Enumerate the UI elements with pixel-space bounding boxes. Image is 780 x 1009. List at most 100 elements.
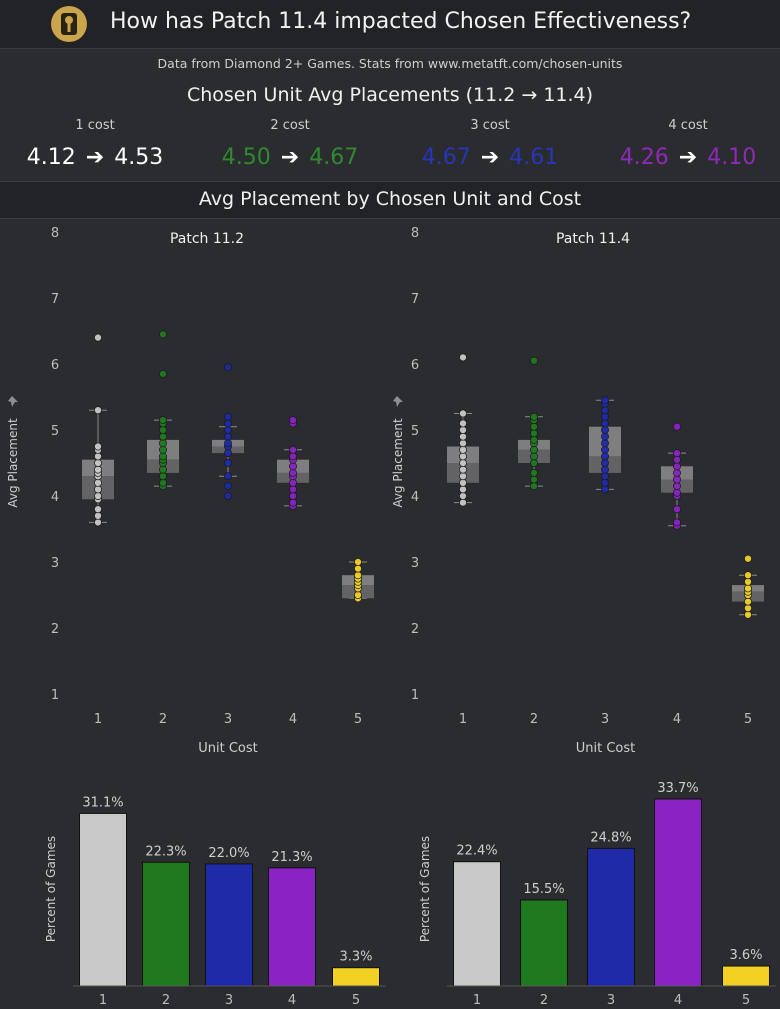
cost-label: 2 cost: [270, 118, 310, 133]
bar: [268, 867, 316, 987]
bar: [332, 967, 380, 987]
header-bar: How has Patch 11.4 impacted Chosen Effec…: [0, 0, 780, 49]
data-point: [458, 458, 467, 467]
data-point: [673, 422, 682, 431]
tft-tactician-icon: [51, 6, 87, 42]
cost-label: 1 cost: [75, 118, 115, 133]
data-point: [223, 472, 232, 481]
placement-after: 4.61: [509, 145, 559, 170]
cost-summary-3: 3 cost 4.67 ➔ 4.61: [395, 118, 585, 170]
data-point: [94, 485, 103, 494]
y-tick-label: 2: [51, 622, 59, 637]
data-point: [458, 472, 467, 481]
data-point: [673, 505, 682, 514]
data-point: [223, 363, 232, 372]
y-tick-label: 8: [51, 226, 59, 241]
y-tick-label: 4: [51, 490, 59, 505]
data-point: [601, 412, 610, 421]
data-point: [458, 425, 467, 434]
pin-icon: [393, 396, 403, 407]
data-source-note: Data from Diamond 2+ Games. Stats from w…: [157, 56, 623, 71]
data-point: [530, 468, 539, 477]
data-point: [94, 333, 103, 342]
placement-before: 4.12: [26, 145, 76, 170]
bar-value-label: 3.3%: [339, 950, 372, 965]
data-point: [158, 369, 167, 378]
data-point: [288, 498, 297, 507]
data-point: [601, 439, 610, 448]
data-point: [223, 482, 232, 491]
bar-value-label: 21.3%: [271, 850, 312, 865]
cost-summary-4: 4 cost 4.26 ➔ 4.10: [593, 118, 780, 170]
data-point: [601, 396, 610, 405]
data-point: [288, 491, 297, 500]
y-axis-label: Avg Placement: [391, 418, 405, 508]
summary-title: Chosen Unit Avg Placements (11.2 → 11.4): [186, 84, 594, 106]
bar: [587, 847, 635, 987]
y-tick-label: 4: [411, 490, 419, 505]
data-point: [744, 584, 753, 593]
x-tick-label: 5: [352, 993, 360, 1008]
arrow-right-icon: ➔: [678, 145, 698, 170]
data-point: [530, 435, 539, 444]
arrow-right-icon: ➔: [85, 145, 105, 170]
data-point: [223, 458, 232, 467]
data-point: [530, 412, 539, 421]
x-tick-label: 1: [99, 993, 107, 1008]
data-point: [288, 485, 297, 494]
data-point: [744, 577, 753, 586]
data-point: [288, 452, 297, 461]
data-point: [601, 419, 610, 428]
x-tick-label: 5: [744, 712, 752, 727]
x-tick-label: 1: [459, 712, 467, 727]
cost-label: 4 cost: [668, 118, 708, 133]
data-point: [601, 485, 610, 494]
data-point: [288, 478, 297, 487]
placement-before: 4.26: [619, 145, 669, 170]
data-point: [158, 425, 167, 434]
arrow-right-icon: ➔: [480, 145, 500, 170]
y-tick-label: 3: [51, 556, 59, 571]
x-tick-label: 4: [673, 712, 681, 727]
bar-value-label: 31.1%: [82, 795, 123, 810]
data-point: [158, 465, 167, 474]
data-point: [530, 445, 539, 454]
data-point: [601, 465, 610, 474]
y-tick-label: 6: [51, 358, 59, 373]
data-point: [94, 511, 103, 520]
data-point: [458, 491, 467, 500]
x-axis-label: Unit Cost: [576, 741, 636, 756]
y-tick-label: 1: [51, 688, 59, 703]
section-header: Avg Placement by Chosen Unit and Cost: [0, 181, 780, 219]
y-axis-label: Percent of Games: [44, 836, 58, 942]
data-point: [223, 432, 232, 441]
chart-title: Patch 11.2: [170, 231, 244, 247]
cost-summary-1: 1 cost 4.12 ➔ 4.53: [0, 118, 190, 170]
data-point: [673, 468, 682, 477]
x-tick-label: 5: [354, 712, 362, 727]
data-point: [458, 419, 467, 428]
y-axis-label: Avg Placement: [6, 418, 20, 508]
data-point: [530, 458, 539, 467]
bar-value-label: 22.0%: [208, 846, 249, 861]
data-point: [601, 445, 610, 454]
data-point: [353, 558, 362, 567]
bar: [654, 798, 702, 987]
data-point: [673, 455, 682, 464]
data-point: [94, 491, 103, 500]
data-point: [601, 458, 610, 467]
data-point: [458, 478, 467, 487]
x-tick-label: 1: [473, 993, 481, 1008]
data-point: [288, 468, 297, 477]
data-point: [458, 498, 467, 507]
data-point: [223, 425, 232, 434]
data-point: [744, 597, 753, 606]
x-tick-label: 3: [601, 712, 609, 727]
data-point: [458, 445, 467, 454]
data-point: [530, 475, 539, 484]
data-point: [673, 488, 682, 497]
bar-value-label: 22.4%: [456, 844, 497, 859]
data-point: [158, 432, 167, 441]
x-axis-label: Unit Cost: [198, 741, 258, 756]
